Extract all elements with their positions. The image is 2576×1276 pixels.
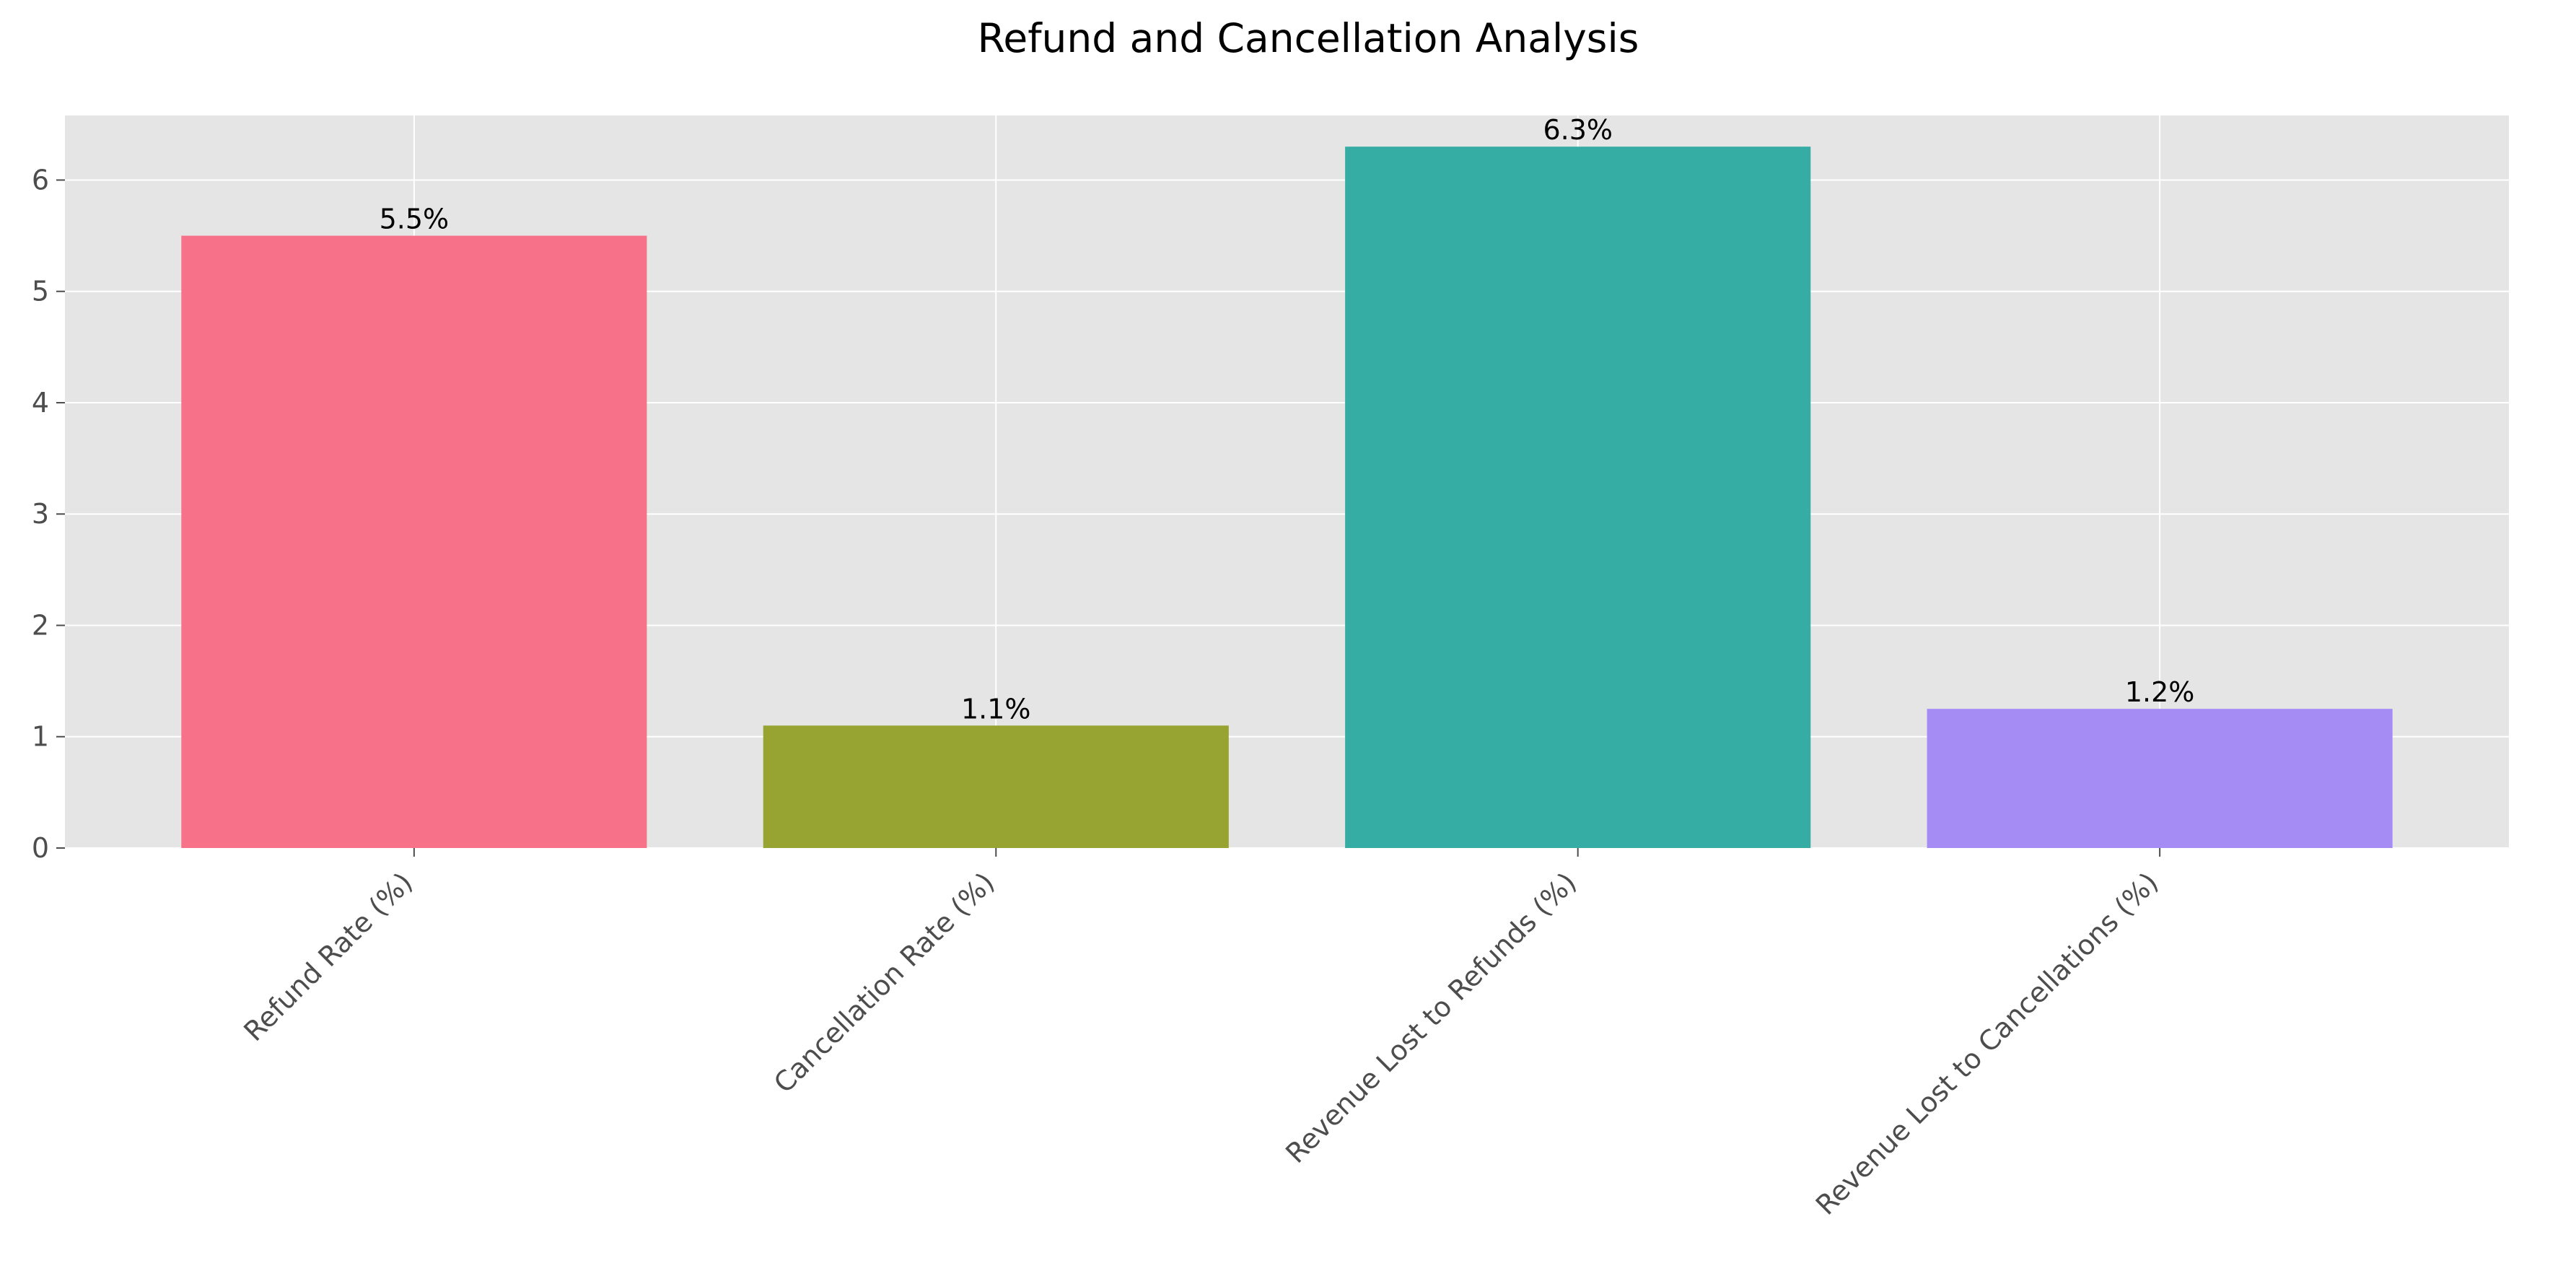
x-tick-label: Cancellation Rate (%): [768, 866, 1001, 1099]
y-tick-label: 4: [32, 387, 49, 419]
y-tick-label: 2: [32, 609, 49, 641]
y-axis: 0 1 2 3 4 5 6: [32, 164, 65, 864]
bar-value-label: 6.3%: [1543, 114, 1613, 146]
y-tick-label: 5: [32, 276, 49, 307]
bar-value-label: 1.2%: [2125, 676, 2195, 708]
x-axis: Refund Rate (%) Cancellation Rate (%) Reve…: [237, 848, 2165, 1221]
y-tick-label: 6: [32, 164, 49, 196]
y-tick-label: 0: [32, 832, 49, 864]
data-labels: 5.5% 1.1% 6.3% 1.2%: [380, 114, 2195, 725]
y-tick-label: 3: [32, 498, 49, 530]
x-tick-label: Refund Rate (%): [237, 866, 419, 1047]
bar: [1345, 147, 1811, 849]
bar-value-label: 5.5%: [380, 204, 450, 235]
chart-title: Refund and Cancellation Analysis: [978, 15, 1639, 61]
bar-value-label: 1.1%: [961, 693, 1031, 725]
x-tick-label: Revenue Lost to Cancellations (%): [1810, 866, 2165, 1221]
bar: [181, 235, 647, 849]
bar: [763, 725, 1229, 848]
y-tick-label: 1: [32, 721, 49, 753]
x-tick-label: Revenue Lost to Refunds (%): [1279, 866, 1582, 1169]
bar: [1927, 709, 2393, 848]
bars: [181, 147, 2393, 849]
